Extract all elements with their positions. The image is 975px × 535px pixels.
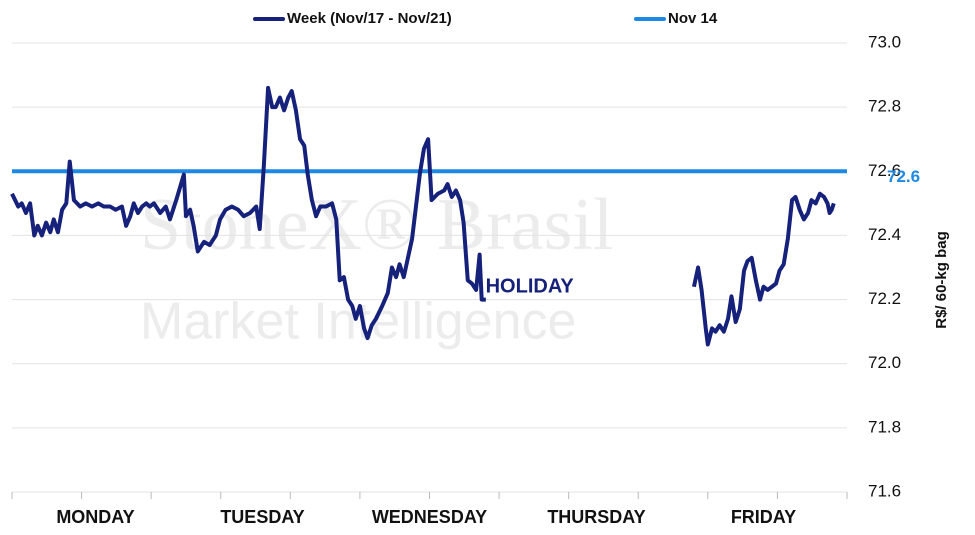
y-axis-label: R$/ 60-kg bag — [933, 231, 950, 329]
x-category-label: TUESDAY — [220, 507, 304, 527]
x-category-label: WEDNESDAY — [372, 507, 487, 527]
y-tick-label: 72.6 — [868, 161, 901, 180]
x-category-label: THURSDAY — [547, 507, 645, 527]
annotation: HOLIDAY — [486, 275, 575, 297]
y-tick-label: 71.8 — [868, 417, 901, 436]
y-tick-label: 72.0 — [868, 353, 901, 372]
watermark: Market Intelligence — [140, 293, 576, 351]
x-category-label: FRIDAY — [731, 507, 796, 527]
x-category-label: MONDAY — [56, 507, 134, 527]
value-label: 72.6 — [887, 167, 920, 186]
y-tick-label: 72.2 — [868, 289, 901, 308]
series-line — [10, 85, 836, 347]
legend-label: Week (Nov/17 - Nov/21) — [287, 10, 452, 27]
watermark: StoneX® Brasil — [140, 184, 613, 266]
legend-label: Nov 14 — [668, 10, 718, 27]
y-tick-label: 71.6 — [868, 481, 901, 500]
y-tick-label: 72.4 — [868, 225, 901, 244]
y-tick-label: 73.0 — [868, 32, 901, 51]
y-tick-label: 72.8 — [868, 97, 901, 116]
